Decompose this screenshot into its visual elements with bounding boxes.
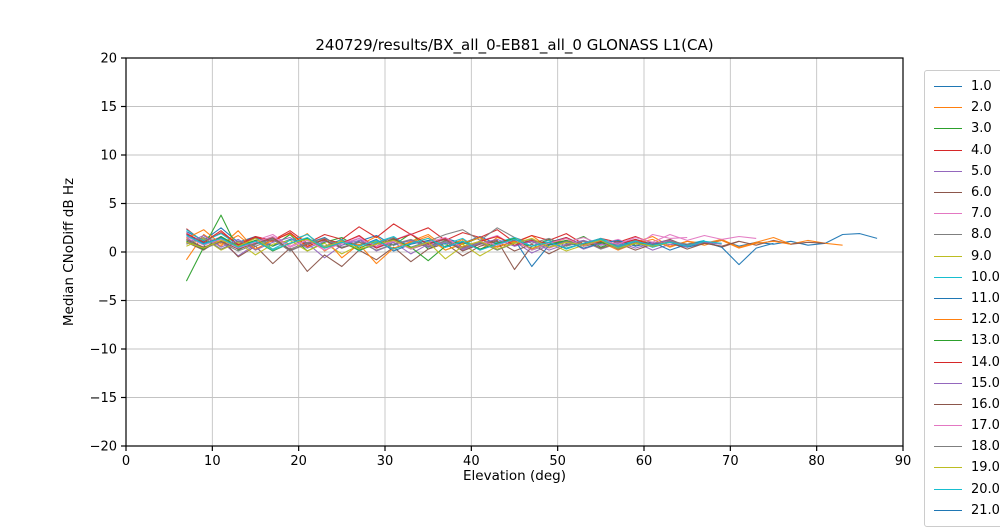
legend-line-swatch: [934, 446, 962, 448]
legend-item-label: 15.0: [971, 375, 1000, 391]
y-tick-label: −20: [90, 440, 117, 455]
legend-line-swatch: [934, 276, 962, 278]
legend-line-swatch: [934, 488, 962, 490]
legend-item-label: 9.0: [971, 248, 992, 264]
legend-line-swatch: [934, 509, 962, 511]
x-tick-label: 40: [463, 454, 480, 469]
legend-item: 13.0: [934, 330, 1000, 351]
legend-item: 19.0: [934, 457, 1000, 478]
legend-item: 11.0: [934, 288, 1000, 309]
x-axis-label: Elevation (deg): [463, 468, 566, 484]
legend-item-label: 17.0: [971, 418, 1000, 434]
legend-item-label: 11.0: [971, 290, 1000, 306]
x-tick-label: 0: [122, 454, 130, 469]
y-tick-label: −15: [90, 391, 117, 406]
x-tick-label: 90: [895, 454, 912, 469]
x-tick-label: 70: [722, 454, 739, 469]
legend-line-swatch: [934, 234, 962, 236]
legend-item-label: 5.0: [971, 163, 992, 179]
legend-line-swatch: [934, 297, 962, 299]
y-tick-label: 20: [100, 52, 117, 67]
legend: 1.0 2.0 3.0 4.0 5.0 6.0 7.0 8.0 9.0 10.0: [924, 70, 1000, 527]
legend-line-swatch: [934, 340, 962, 342]
series-line-10.0: [186, 229, 705, 252]
legend-item: 18.0: [934, 436, 1000, 457]
y-tick-label: 15: [100, 100, 117, 115]
chart-canvas: 0 10 20 30 40 50 60 70 80 90 −20 −15 −10 −5 0 5 10 15 20: [90, 52, 912, 470]
legend-line-swatch: [934, 382, 962, 384]
legend-line-swatch: [934, 86, 962, 88]
legend-item-label: 16.0: [971, 396, 1000, 412]
legend-item: 17.0: [934, 415, 1000, 436]
legend-item-label: 21.0: [971, 502, 1000, 518]
legend-item: 20.0: [934, 479, 1000, 500]
legend-item: 1.0: [934, 76, 1000, 97]
legend-item: 9.0: [934, 246, 1000, 267]
legend-item-label: 14.0: [971, 354, 1000, 370]
legend-line-swatch: [934, 425, 962, 427]
legend-item: 21.0: [934, 500, 1000, 521]
legend-item-label: 2.0: [971, 100, 992, 116]
legend-item-label: 10.0: [971, 269, 1000, 285]
y-tick-label: −10: [90, 343, 117, 358]
legend-item: 16.0: [934, 394, 1000, 415]
legend-item-label: 18.0: [971, 439, 1000, 455]
x-tick-label: 50: [549, 454, 566, 469]
legend-item-label: 6.0: [971, 185, 992, 201]
x-tick-label: 30: [377, 454, 394, 469]
legend-item: 6.0: [934, 182, 1000, 203]
legend-line-swatch: [934, 361, 962, 363]
legend-item-label: 1.0: [971, 79, 992, 95]
legend-item: 5.0: [934, 161, 1000, 182]
legend-item: 10.0: [934, 267, 1000, 288]
y-tick-label: 5: [109, 197, 117, 212]
legend-line-swatch: [934, 403, 962, 405]
legend-line-swatch: [934, 319, 962, 321]
legend-line-swatch: [934, 170, 962, 172]
legend-item-label: 8.0: [971, 227, 992, 243]
legend-item-label: 3.0: [971, 121, 992, 137]
series-line-19.0: [186, 237, 671, 260]
series-line-18.0: [186, 236, 705, 252]
series-line-20.0: [186, 235, 722, 251]
x-tick-label: 20: [290, 454, 307, 469]
legend-item-label: 19.0: [971, 460, 1000, 476]
legend-item-label: 4.0: [971, 142, 992, 158]
legend-line-swatch: [934, 213, 962, 215]
legend-line-swatch: [934, 128, 962, 130]
y-tick-label: 10: [100, 149, 117, 164]
y-tick-label: −5: [98, 294, 117, 309]
legend-item: 7.0: [934, 203, 1000, 224]
legend-line-swatch: [934, 149, 962, 151]
y-tick-label: 0: [109, 246, 117, 261]
legend-item: 3.0: [934, 118, 1000, 139]
series-line-8.0: [186, 227, 705, 252]
legend-item-label: 12.0: [971, 312, 1000, 328]
chart-title: 240729/results/BX_all_0-EB81_all_0 GLONA…: [315, 36, 714, 54]
legend-item: 12.0: [934, 309, 1000, 330]
legend-item: 14.0: [934, 351, 1000, 372]
legend-item-label: 7.0: [971, 206, 992, 222]
x-tick-label: 80: [808, 454, 825, 469]
legend-item: 4.0: [934, 140, 1000, 161]
x-tick-label: 60: [636, 454, 653, 469]
legend-item: 8.0: [934, 224, 1000, 245]
x-tick-label: 10: [204, 454, 221, 469]
legend-line-swatch: [934, 467, 962, 469]
legend-item-label: 20.0: [971, 481, 1000, 497]
legend-line-swatch: [934, 107, 962, 109]
legend-item: 2.0: [934, 97, 1000, 118]
legend-item: 15.0: [934, 373, 1000, 394]
legend-item-label: 13.0: [971, 333, 1000, 349]
legend-line-swatch: [934, 192, 962, 194]
legend-line-swatch: [934, 255, 962, 257]
